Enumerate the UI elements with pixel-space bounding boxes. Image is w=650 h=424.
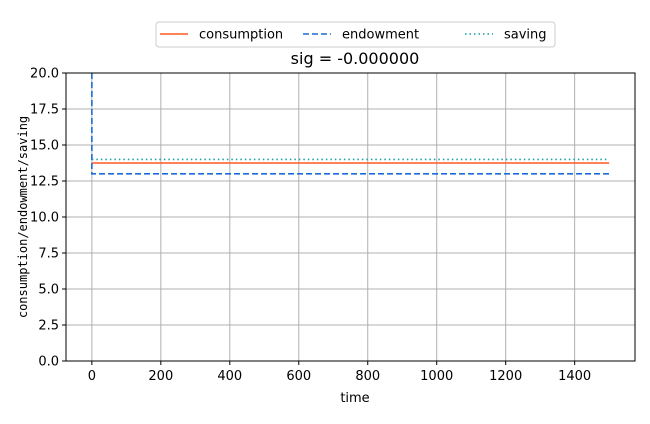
legend-box xyxy=(155,21,556,48)
series-line-endowment xyxy=(91,73,610,175)
legend-label-saving: saving xyxy=(504,28,547,43)
y-tick-label: 10.0 xyxy=(30,211,59,226)
y-tick-label: 5.0 xyxy=(38,283,59,298)
y-tick-label: 7.5 xyxy=(38,247,59,262)
x-tick-label: 800 xyxy=(355,369,380,384)
tick-layer: 0 200 400 600 800 1000 1200 1400 0.0 2.5 5.0 7.5 10.… xyxy=(30,67,591,385)
x-tick-label: 600 xyxy=(286,369,311,384)
series-layer xyxy=(91,73,610,175)
x-tick-label: 1000 xyxy=(420,369,453,384)
x-axis-label: time xyxy=(340,391,369,406)
y-axis-label: consumption/endowment/saving xyxy=(16,116,30,318)
legend-label-consumption: consumption xyxy=(199,28,283,43)
y-tick-label: 2.5 xyxy=(38,319,59,334)
x-tick-label: 1200 xyxy=(489,369,522,384)
y-tick-label: 0.0 xyxy=(38,355,59,370)
x-tick-label: 1400 xyxy=(558,369,591,384)
y-tick-label: 17.5 xyxy=(30,103,59,118)
legend-label-endowment: endowment xyxy=(342,28,419,43)
grid-lines xyxy=(66,72,635,362)
y-tick-label: 20.0 xyxy=(30,67,59,82)
x-tick-label: 0 xyxy=(88,369,96,384)
chart-title: sig = -0.000000 xyxy=(291,49,420,68)
legend: consumption endowment saving xyxy=(155,21,556,48)
x-tick-label: 400 xyxy=(217,369,242,384)
y-tick-label: 12.5 xyxy=(30,175,59,190)
y-tick-label: 15.0 xyxy=(30,139,59,154)
x-tick-label: 200 xyxy=(148,369,173,384)
